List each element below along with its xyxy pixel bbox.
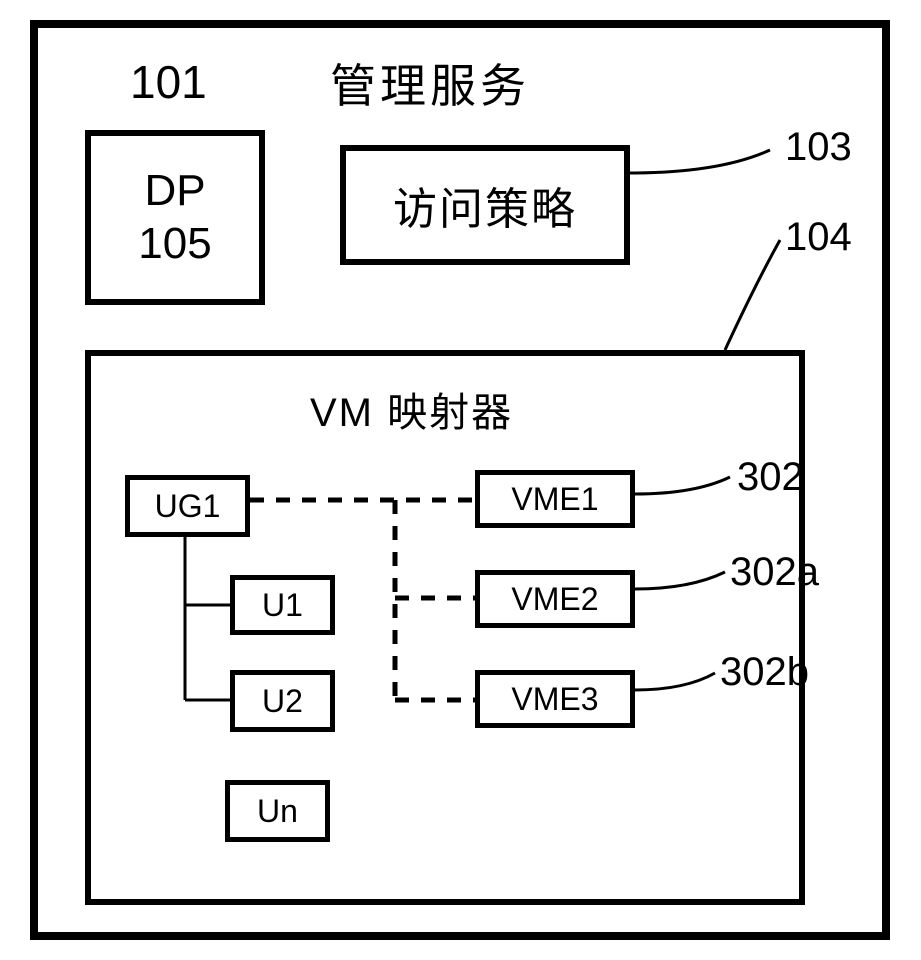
dashed-lines <box>0 0 921 960</box>
